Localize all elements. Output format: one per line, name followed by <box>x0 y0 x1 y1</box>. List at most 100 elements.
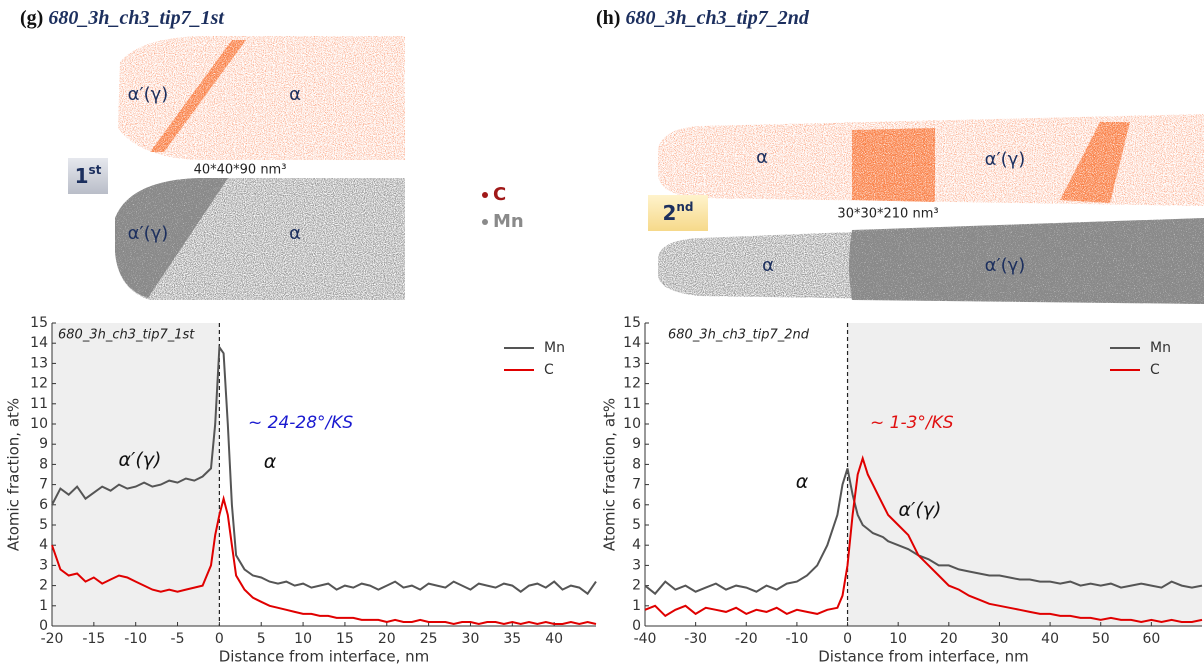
x-tick-label: -10 <box>785 631 808 647</box>
x-tick-label: -5 <box>171 631 185 647</box>
phase-label: α <box>756 147 768 168</box>
x-tick-label: 60 <box>1142 631 1160 647</box>
x-tick-label: 10 <box>294 631 312 647</box>
x-axis-label: Distance from interface, nm <box>219 648 430 666</box>
series-line <box>51 344 597 596</box>
volume-label: 40*40*90 nm³ <box>194 163 287 178</box>
y-tick-label: 2 <box>39 578 48 594</box>
annotation: α <box>264 451 277 473</box>
y-tick-label: 9 <box>39 436 48 452</box>
y-tick-label: 1 <box>632 598 641 614</box>
y-tick-label: 13 <box>623 355 641 371</box>
y-tick-label: 15 <box>623 315 641 331</box>
y-tick-label: 3 <box>632 557 641 573</box>
x-tick-label: 10 <box>889 631 907 647</box>
y-tick-label: 5 <box>632 517 641 533</box>
shaded-region <box>847 323 1202 626</box>
y-tick-label: 0 <box>632 618 641 634</box>
legend-label: C <box>544 362 554 378</box>
x-tick-label: 15 <box>336 631 354 647</box>
phase-label: α <box>289 223 301 244</box>
badge-text: 1st <box>75 163 102 188</box>
annotation: α′(γ) <box>899 499 942 521</box>
x-tick-label: 0 <box>843 631 852 647</box>
x-tick-label: 40 <box>1041 631 1059 647</box>
panel-label: (h) <box>596 7 620 29</box>
x-tick-label: -40 <box>634 631 657 647</box>
carbon-band <box>1060 122 1130 203</box>
badge-suffix: nd <box>676 200 693 214</box>
y-tick-label: 10 <box>30 416 48 432</box>
x-tick-label: -20 <box>41 631 64 647</box>
y-tick-label: 7 <box>632 477 641 493</box>
x-tick-label: -30 <box>684 631 707 647</box>
panel-title: 680_3h_ch3_tip7_1st <box>48 7 225 29</box>
element-dot <box>482 219 488 225</box>
legend-label: Mn <box>1150 340 1171 356</box>
y-tick-label: 8 <box>39 456 48 472</box>
x-axis-label: Distance from interface, nm <box>818 648 1029 666</box>
x-tick-label: 30 <box>991 631 1009 647</box>
x-tick-label: 20 <box>378 631 396 647</box>
x-tick-label: -15 <box>82 631 105 647</box>
y-tick-label: 3 <box>39 557 48 573</box>
annotation: α′(γ) <box>119 449 162 471</box>
y-tick-label: 9 <box>632 436 641 452</box>
x-tick-label: 30 <box>462 631 480 647</box>
x-tick-label: 40 <box>545 631 563 647</box>
y-axis-label: Atomic fraction, at% <box>601 398 619 551</box>
legend-label: C <box>1150 362 1160 378</box>
legend-label: Mn <box>544 340 565 356</box>
annotation: α <box>796 471 809 493</box>
element-dot <box>482 192 488 198</box>
x-tick-label: 5 <box>257 631 266 647</box>
y-tick-label: 5 <box>39 517 48 533</box>
annotation: 680_3h_ch3_tip7_1st <box>58 328 195 343</box>
y-tick-label: 4 <box>39 537 48 553</box>
y-tick-label: 15 <box>30 315 48 331</box>
y-tick-label: 6 <box>632 497 641 513</box>
x-tick-label: 20 <box>940 631 958 647</box>
x-tick-label: 0 <box>215 631 224 647</box>
y-tick-label: 1 <box>39 598 48 614</box>
annotation: ~ 24-28°/KS <box>248 413 353 433</box>
y-tick-label: 6 <box>39 497 48 513</box>
carbon-band <box>150 40 246 152</box>
x-tick-label: -20 <box>735 631 758 647</box>
phase-label: α′(γ) <box>128 84 169 105</box>
badge <box>68 158 108 194</box>
y-tick-label: 4 <box>632 537 641 553</box>
y-tick-label: 0 <box>39 618 48 634</box>
annotation: 680_3h_ch3_tip7_2nd <box>668 328 810 343</box>
element-name: Mn <box>493 211 524 232</box>
panel-label: (g) <box>20 7 43 29</box>
y-tick-label: 12 <box>623 376 641 392</box>
series-line <box>644 454 1203 624</box>
badge-number: 2 <box>662 201 676 225</box>
badge <box>648 195 708 231</box>
phase-label: α <box>762 255 774 276</box>
phase-label: α′(γ) <box>985 149 1026 170</box>
badge-number: 1 <box>75 164 89 188</box>
y-tick-label: 14 <box>623 335 641 351</box>
annotation: ~ 1-3°/KS <box>870 413 954 433</box>
y-tick-label: 2 <box>632 578 641 594</box>
y-tick-label: 13 <box>30 355 48 371</box>
phase-label: α′(γ) <box>985 255 1026 276</box>
phase-label: α <box>289 84 301 105</box>
manganese-dense <box>849 218 1204 304</box>
badge-text: 2nd <box>662 200 693 225</box>
element-name: C <box>493 184 506 205</box>
series-line <box>51 494 597 626</box>
panel-header: (h) 680_3h_ch3_tip7_2nd <box>596 7 810 29</box>
volume-label: 30*30*210 nm³ <box>837 207 938 222</box>
panel-title: 680_3h_ch3_tip7_2nd <box>625 7 809 29</box>
carbon-map <box>118 36 405 160</box>
y-tick-label: 12 <box>30 376 48 392</box>
x-tick-label: -10 <box>124 631 147 647</box>
y-axis-label: Atomic fraction, at% <box>5 398 23 551</box>
x-tick-label: 25 <box>420 631 438 647</box>
manganese-dense <box>115 178 228 298</box>
y-tick-label: 11 <box>623 396 641 412</box>
